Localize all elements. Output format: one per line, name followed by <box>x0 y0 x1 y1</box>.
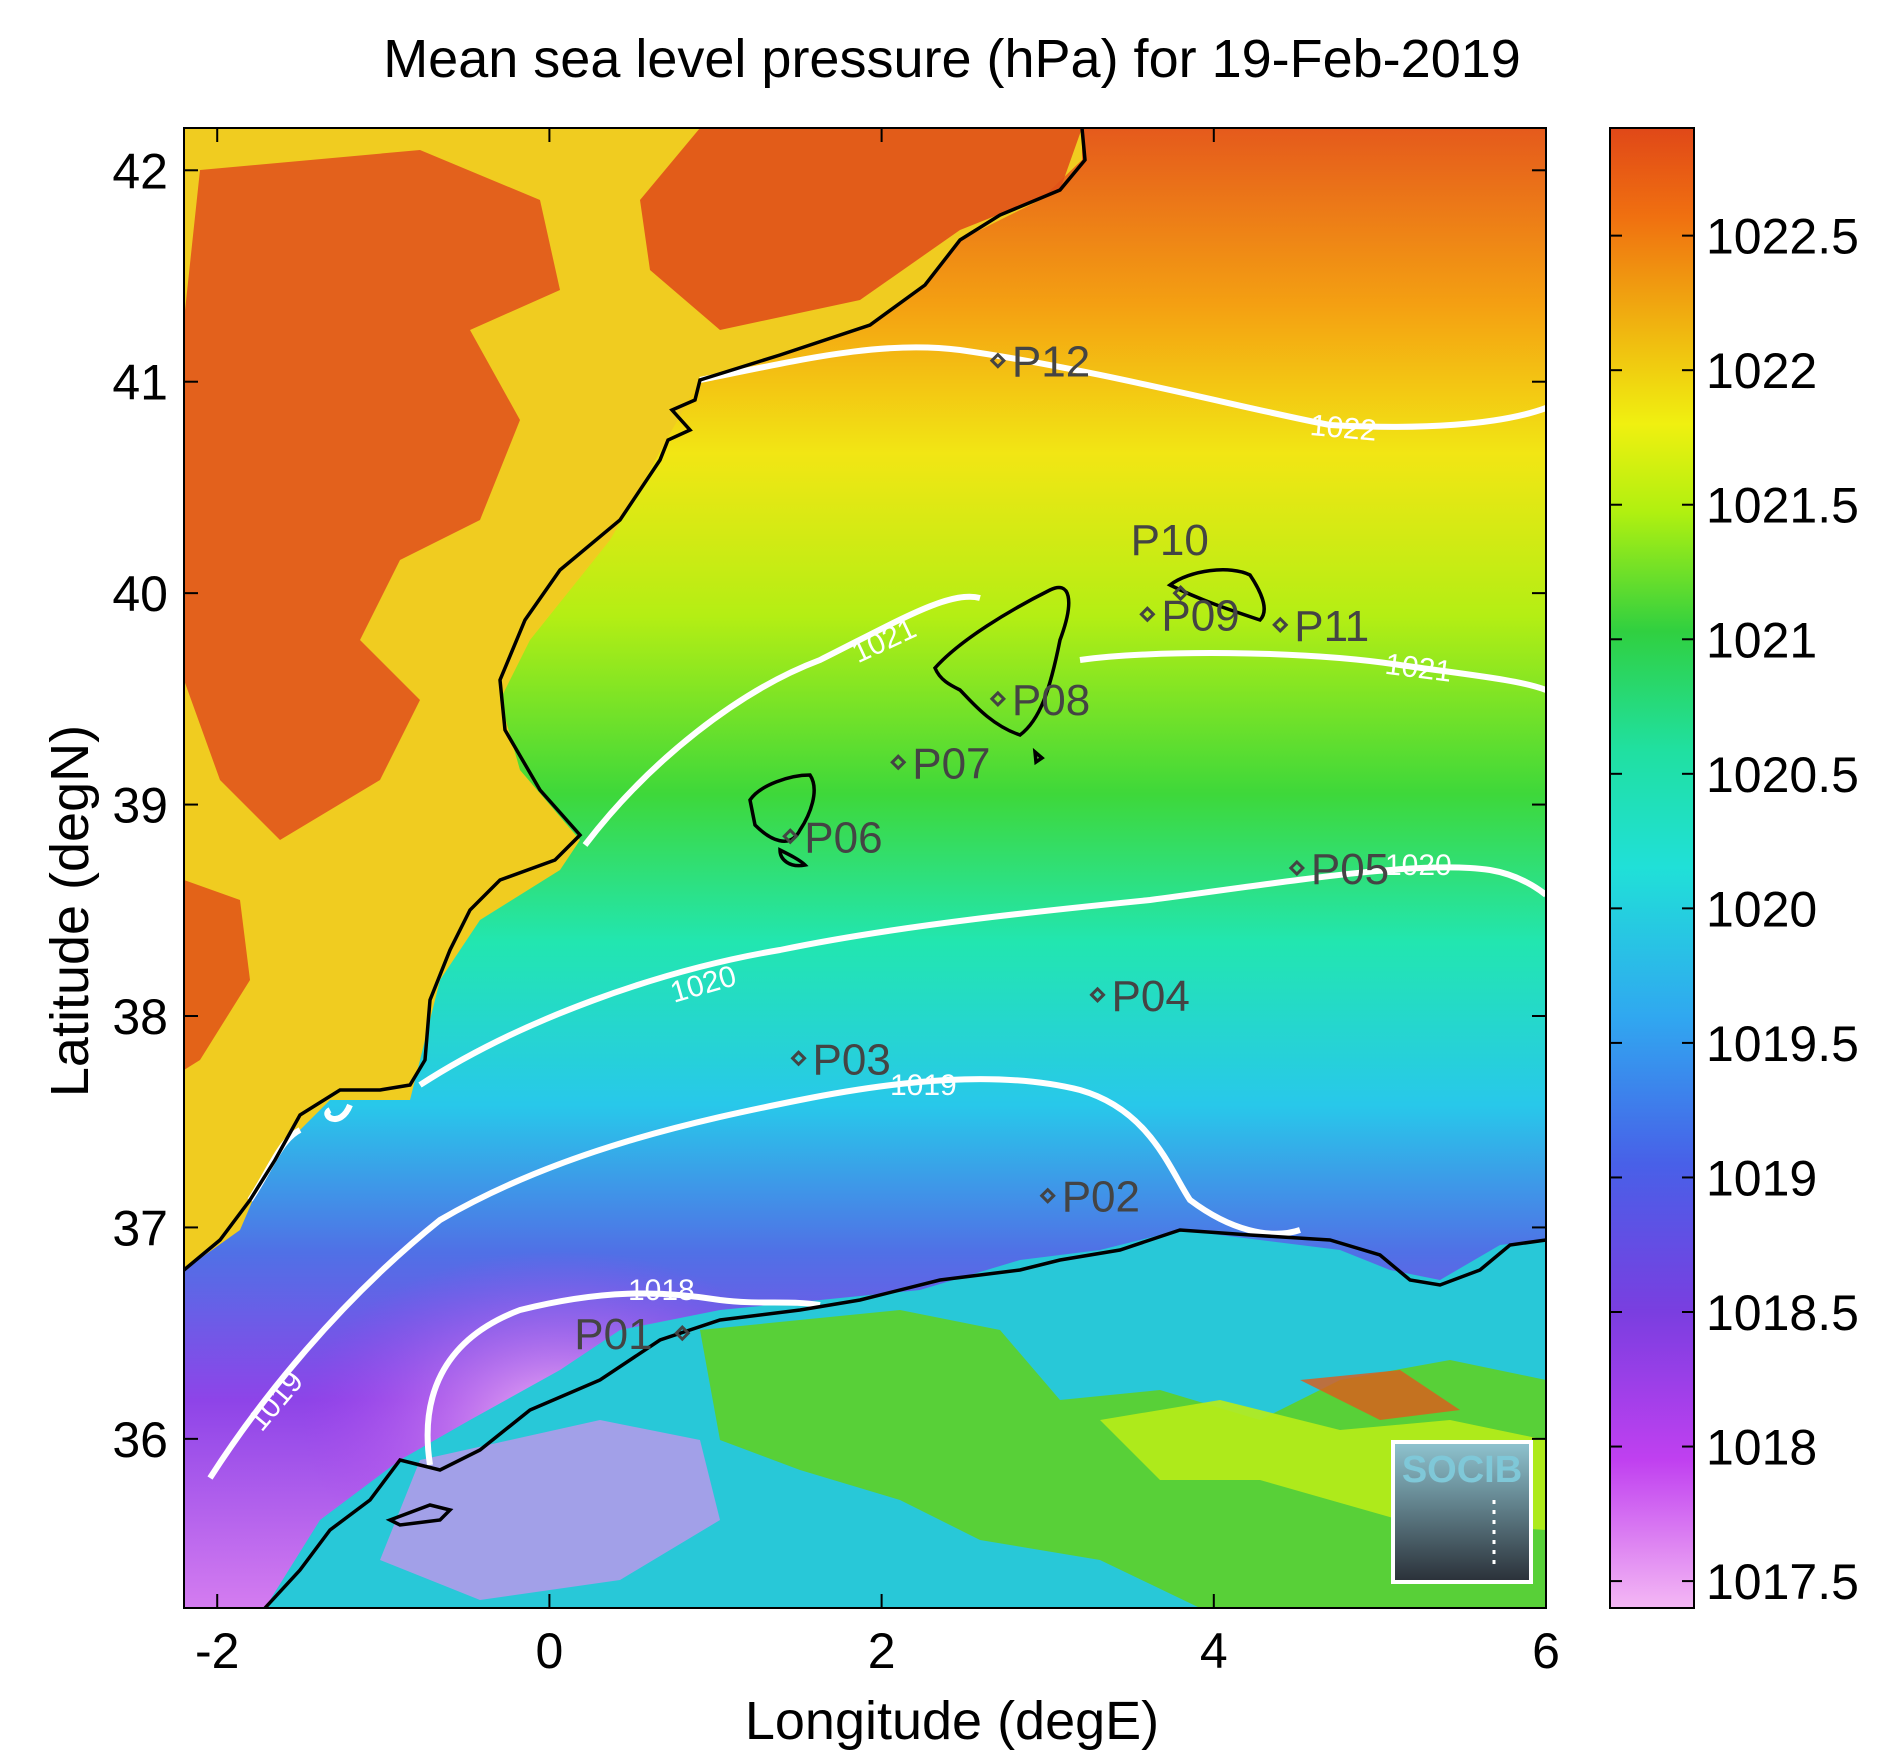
contour-label-group: 1022 1021 1021 1020 1020 1019 1019 1018 <box>242 409 1454 1437</box>
station-label: P08 <box>1012 676 1090 725</box>
colorbar-tick-label: 1021 <box>1706 612 1817 668</box>
contour-label: 1019 <box>890 1069 957 1102</box>
x-tick-label: 0 <box>536 1623 564 1679</box>
x-tick-label: 2 <box>868 1623 896 1679</box>
colorbar-ticks: 1022.5 1022 1021.5 1021 1020.5 1020 1019.5 1019… <box>1610 209 1859 1610</box>
isobar-1019 <box>207 1076 1301 1480</box>
station-label: P06 <box>804 813 882 862</box>
coastlines <box>182 127 1547 1610</box>
station-label: P01 <box>574 1310 652 1359</box>
station-label: P10 <box>1131 516 1209 565</box>
station-marker <box>1089 986 1106 1003</box>
y-tick-label: 40 <box>112 566 168 622</box>
y-tick-label: 39 <box>112 778 168 834</box>
menorca-coast <box>1166 568 1266 623</box>
station-marker <box>1139 606 1156 623</box>
ibiza-coast <box>748 773 816 843</box>
colorbar-tick-label: 1019 <box>1706 1150 1817 1206</box>
contour-label: 1021 <box>1383 648 1453 689</box>
isobar-1022 <box>699 344 1546 430</box>
x-tick-label: 6 <box>1532 1623 1560 1679</box>
x-tick-label: 4 <box>1200 1623 1228 1679</box>
plot-frame <box>183 127 1547 1609</box>
station-label: P05 <box>1311 845 1389 894</box>
colorbar-tick-label: 1022 <box>1706 343 1817 399</box>
station-label: P11 <box>1294 602 1369 651</box>
africa-coast <box>263 1228 1547 1610</box>
isobar-1020 <box>418 864 1546 1088</box>
socib-logo: SOCIB <box>1391 1440 1533 1584</box>
station-label: P02 <box>1062 1173 1140 1222</box>
logo-text: SOCIB <box>1402 1449 1522 1491</box>
colorbar-tick-label: 1020 <box>1706 881 1817 937</box>
station-markers: P01 P02 P03 P04 P05 P06 P07 P08 P09 P10 P11 P12 <box>574 338 1389 1360</box>
colorbar-tick-label: 1019.5 <box>1706 1016 1859 1072</box>
station-marker <box>1172 585 1189 602</box>
station-marker <box>989 690 1007 707</box>
y-tick-label: 37 <box>112 1200 168 1256</box>
cabrera-coast <box>1032 747 1045 766</box>
contour-label: 1020 <box>1385 849 1452 882</box>
colorbar-tick-label: 1018 <box>1706 1420 1817 1476</box>
station-label: P12 <box>1012 338 1090 387</box>
station-marker <box>890 754 907 771</box>
station-marker <box>790 1050 807 1067</box>
axis-ticks: -2 0 2 4 6 36 37 38 39 40 41 42 <box>112 128 1560 1679</box>
iberia-coast <box>182 127 1087 1272</box>
colorbar-tick-label: 1017.5 <box>1706 1554 1859 1610</box>
colorbar-tick-label: 1021.5 <box>1706 478 1859 534</box>
formentera-coast <box>778 847 809 868</box>
station-label: P03 <box>813 1035 891 1084</box>
mallorca-coast <box>932 585 1071 737</box>
colorbar-tick-label: 1018.5 <box>1706 1285 1859 1341</box>
map-title: Mean sea level pressure (hPa) for 19-Feb… <box>383 29 1521 89</box>
station-label: P09 <box>1161 591 1239 640</box>
y-tick-label: 41 <box>112 355 168 411</box>
station-marker <box>989 352 1007 369</box>
y-tick-label: 38 <box>112 989 168 1045</box>
station-marker <box>782 828 799 845</box>
isobars <box>207 344 1546 1480</box>
isobar-1018 <box>424 1290 821 1466</box>
contour-label: 1022 <box>1309 409 1378 448</box>
station-label: P07 <box>912 739 990 788</box>
station-marker <box>1288 859 1305 877</box>
x-tick-label: -2 <box>195 1623 239 1679</box>
colorbar-tick-label: 1022.5 <box>1706 209 1859 265</box>
colorbar <box>1609 127 1695 1609</box>
colorbar-tick-label: 1020.5 <box>1706 747 1859 803</box>
x-axis-label: Longitude (degE) <box>744 1691 1160 1751</box>
alboran-island <box>385 1503 454 1527</box>
station-marker <box>674 1325 691 1342</box>
isobar-1021 <box>582 593 1546 847</box>
y-tick-label: 42 <box>112 143 168 199</box>
y-tick-label: 36 <box>112 1412 168 1468</box>
station-label: P04 <box>1112 972 1190 1021</box>
station-marker <box>1272 616 1289 633</box>
station-marker <box>1039 1187 1056 1204</box>
contour-label: 1018 <box>628 1274 695 1307</box>
